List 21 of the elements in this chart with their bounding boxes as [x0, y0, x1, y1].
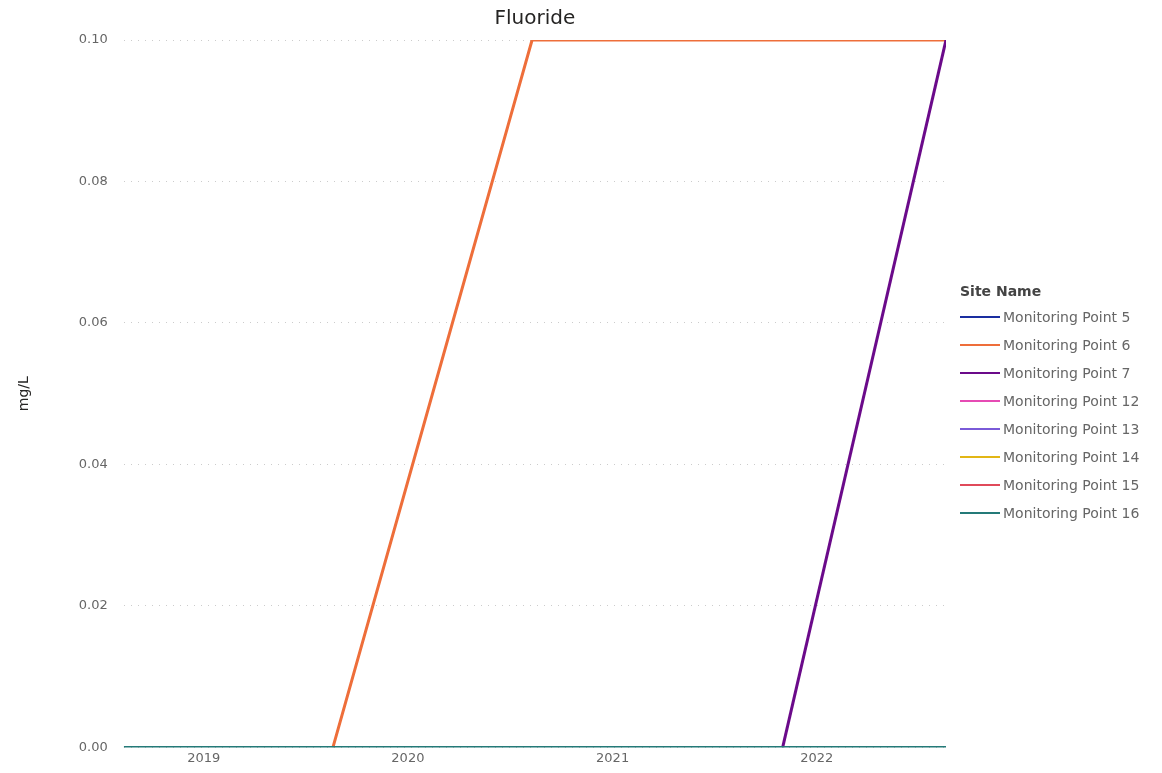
legend-label: Monitoring Point 15: [1003, 477, 1140, 493]
y-tick-label: 0.08: [78, 172, 108, 188]
legend-label: Monitoring Point 16: [1003, 505, 1140, 521]
legend-label: Monitoring Point 5: [1003, 309, 1131, 325]
legend-label: Monitoring Point 7: [1003, 365, 1131, 381]
chart-title: Fluoride: [494, 5, 576, 30]
x-tick-label: 2021: [596, 749, 630, 765]
y-tick-label: 0.02: [78, 597, 108, 613]
y-tick-label: 0.00: [78, 738, 108, 754]
legend-label: Monitoring Point 6: [1003, 337, 1131, 353]
x-tick-label: 2020: [391, 749, 425, 765]
y-tick-label: 0.04: [78, 455, 108, 471]
x-tick-label: 2019: [187, 749, 221, 765]
x-tick-label: 2022: [800, 749, 834, 765]
y-axis-title: mg/L: [15, 375, 32, 412]
y-tick-label: 0.06: [78, 314, 108, 330]
legend-title: Site Name: [960, 283, 1043, 299]
legend-label: Monitoring Point 14: [1003, 449, 1140, 465]
y-tick-label: 0.10: [78, 31, 108, 47]
legend-label: Monitoring Point 13: [1003, 421, 1140, 437]
legend-label: Monitoring Point 12: [1003, 393, 1140, 409]
